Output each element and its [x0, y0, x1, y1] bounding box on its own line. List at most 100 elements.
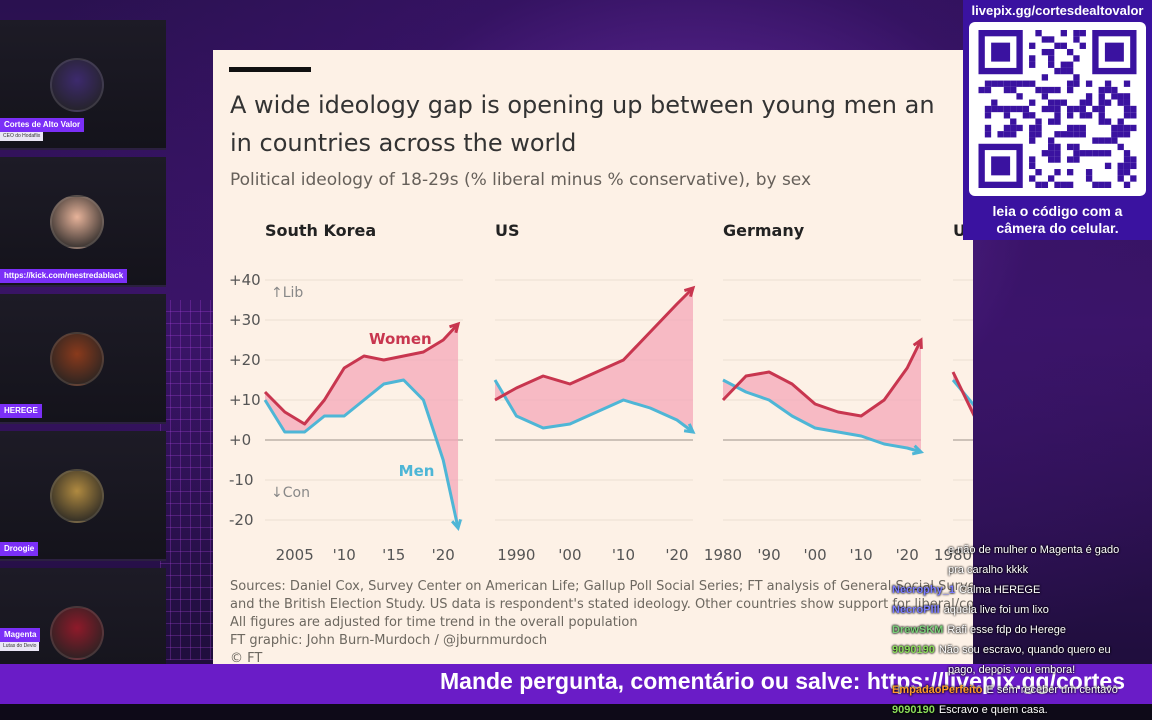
- qr-module: [1054, 156, 1061, 163]
- qr-module: [1073, 30, 1080, 37]
- women-series-line: [721, 339, 923, 418]
- chat-username: 9090190: [892, 704, 935, 716]
- cam-name: Cortes de Alto Valor: [0, 118, 85, 132]
- qr-module: [1104, 80, 1112, 87]
- qr-module: [1066, 105, 1074, 113]
- x-tick-label: '10: [850, 546, 873, 564]
- chart-title-line-1: A wide ideology gap is opening up betwee…: [230, 91, 935, 119]
- qr-module: [1066, 124, 1074, 132]
- chart-title: A wide ideology gap is opening up betwee…: [230, 86, 973, 162]
- qr-module: [1098, 105, 1105, 113]
- qr-module: [1066, 181, 1074, 188]
- men-series-line-arrowhead: [451, 518, 463, 532]
- cam-subtitle: Lutas do Devio: [0, 642, 40, 651]
- qr-module: [1054, 118, 1061, 125]
- qr-module: [1041, 93, 1049, 100]
- y-tick-label: +30: [229, 311, 261, 329]
- qr-module: [1066, 61, 1074, 68]
- qr-module: [1035, 131, 1042, 138]
- cam-name: HEREGE: [0, 404, 42, 418]
- qr-module: [1079, 42, 1086, 49]
- panel-title: South Korea: [265, 221, 376, 240]
- qr-module: [1111, 137, 1118, 144]
- chat-text: pago, depois vou embora!: [948, 664, 1076, 676]
- y-tick-label: -10: [229, 471, 254, 489]
- background-grid: [160, 300, 220, 660]
- qr-module: [1054, 150, 1061, 157]
- chat-username: DrewSKM: [892, 624, 944, 636]
- chat-message: pago, depois vou embora!: [948, 664, 1075, 677]
- avatar: [50, 469, 104, 523]
- qr-module: [1073, 156, 1080, 163]
- qr-module: [1048, 99, 1055, 106]
- qr-module: [1104, 86, 1112, 94]
- qr-module: [1048, 55, 1055, 62]
- x-tick-label: 2005: [276, 546, 314, 564]
- annotation-lib: ↑Lib: [271, 285, 303, 301]
- qr-module: [1010, 131, 1017, 138]
- webcam-tile-3: HEREGE: [0, 294, 166, 424]
- qr-module: [997, 105, 1004, 113]
- qr-module: [1029, 112, 1036, 119]
- qr-module: [1104, 162, 1112, 170]
- y-tick-label: +20: [229, 351, 261, 369]
- qr-module: [1130, 124, 1137, 132]
- qr-module: [1085, 112, 1093, 119]
- chat-username: 9090190: [892, 644, 935, 656]
- men-series-label: Men: [399, 462, 435, 480]
- qr-module: [1035, 169, 1042, 176]
- qr-module: [1066, 67, 1074, 75]
- qr-module: [1073, 36, 1080, 43]
- qr-module: [1079, 30, 1086, 37]
- qr-module: [1066, 143, 1074, 151]
- qr-module: [1098, 112, 1105, 119]
- x-tick-label: 1980: [934, 546, 972, 564]
- chat-message: Necrophy_1 Calma HEREGE: [892, 584, 1040, 597]
- qr-module: [1085, 169, 1093, 176]
- qr-module: [1111, 124, 1118, 132]
- qr-module: [1104, 118, 1112, 125]
- chat-text: Calma HEREGE: [958, 584, 1041, 596]
- qr-module: [1123, 99, 1131, 106]
- qr-module: [1010, 118, 1017, 125]
- chat-message: NecroPlll aquela live foi um lixo: [892, 604, 1049, 617]
- chart-title-line-2: in countries across the world: [230, 129, 577, 157]
- qr-module: [1029, 162, 1036, 170]
- gap-area: [265, 324, 459, 528]
- qr-module: [1048, 150, 1055, 157]
- donation-qr-panel[interactable]: livepix.gg/cortesdealtovalor leia o códi…: [963, 0, 1152, 240]
- qr-module: [1016, 124, 1023, 132]
- qr-module: [1111, 131, 1118, 138]
- cam-name: https://kick.com/mestredablack: [0, 269, 128, 283]
- qr-module: [1016, 80, 1023, 87]
- qr-module: [1066, 48, 1074, 56]
- qr-module: [1104, 137, 1112, 144]
- qr-module: [1079, 112, 1086, 119]
- qr-module: [1060, 131, 1067, 138]
- women-series-label: Women: [369, 330, 432, 348]
- qr-module: [1022, 80, 1030, 87]
- qr-caption: leia o código com a câmera do celular.: [963, 203, 1152, 237]
- qr-module: [1085, 80, 1093, 87]
- qr-module: [1079, 150, 1086, 157]
- chat-message: EmpadaoPerfeito E sem receber um centavo: [892, 684, 1118, 697]
- qr-module: [997, 80, 1004, 87]
- qr-module: [1054, 143, 1061, 151]
- qr-module: [1073, 74, 1080, 81]
- chat-username: Necrophy_1: [892, 584, 955, 596]
- ft-top-bar: [229, 67, 311, 72]
- qr-module: [1098, 181, 1105, 188]
- qr-module: [1123, 150, 1131, 157]
- women-series-line-arrowhead: [912, 337, 923, 350]
- men-series-line: [722, 378, 922, 454]
- qr-module: [1098, 118, 1105, 125]
- cam-name: Droogie: [0, 542, 39, 556]
- qr-module: [1035, 124, 1042, 132]
- qr-module: [1022, 112, 1030, 119]
- qr-module: [1073, 150, 1080, 157]
- chat-text: pra caralho kkkk: [948, 564, 1029, 576]
- qr-module: [1073, 80, 1080, 87]
- qr-module: [1029, 99, 1036, 106]
- qr-module: [1066, 169, 1074, 176]
- qr-module: [1003, 112, 1011, 119]
